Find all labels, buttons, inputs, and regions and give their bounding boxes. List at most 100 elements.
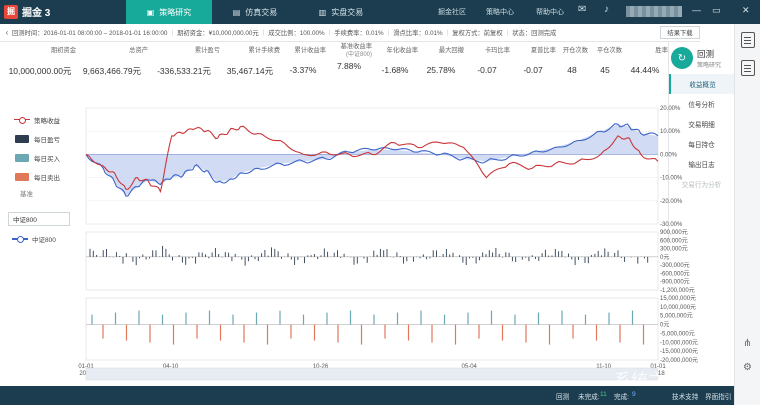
app-name: 掘金 3 (22, 8, 51, 19)
y-tick-label: -15,000,000元 (660, 348, 698, 355)
result-panel-header: ↻ 回测 策略研究 (669, 42, 734, 74)
right-sidebar: ⋔ ⚙ (734, 24, 760, 405)
adjust-mode: 复权方式：前复权 (452, 30, 503, 37)
export-results-button[interactable]: 结果下载 (660, 26, 700, 39)
color-swatch (15, 153, 29, 162)
legend-daily-pnl[interactable]: 每日盈亏 (8, 129, 84, 148)
metric-open-count: 开仓次数 48 (562, 47, 588, 75)
x-tick-label: 10-26 (313, 364, 329, 370)
minimize-icon[interactable]: — (692, 5, 701, 15)
metric-annual-return: 年化收益率 -1.68% (381, 47, 418, 75)
metric-cumulative-fee: 累计手续费 35,467.14元 (226, 47, 280, 76)
logo-icon: 掘 (4, 4, 18, 19)
tab-live-trading[interactable]: ▥ 实盘交易 (318, 7, 364, 17)
menu-community[interactable]: 掘金社区 (438, 9, 466, 16)
line-marker-icon (12, 235, 28, 243)
back-icon[interactable]: ‹ (5, 28, 9, 37)
benchmark-label: 基准 (20, 191, 33, 198)
fill-ratio: 成交比例：100.00% (268, 30, 325, 37)
y-tick-label: -5,000,000元 (660, 330, 695, 337)
share-icon[interactable]: ⋔ (743, 338, 752, 349)
y-tick-label: -10,000,000元 (660, 339, 698, 346)
username[interactable] (626, 6, 682, 17)
x-tick-year: 2018 (651, 371, 665, 377)
metric-cumulative-pnl: 累计盈亏 -336,533.21元 (157, 47, 220, 76)
benchmark-select[interactable]: 中证800 (8, 212, 70, 226)
x-tick-year: 2016 (79, 371, 93, 377)
close-icon[interactable]: ✕ (742, 5, 750, 15)
menu-help-center[interactable]: 帮助中心 (536, 9, 564, 16)
status-unfinished-label: 未完成: (578, 394, 600, 401)
commission-rate: 手续费率：0.01% (334, 30, 384, 37)
x-tick-label: 05-04 (462, 364, 478, 370)
y-tick-label: 15,000,000元 (660, 295, 696, 302)
color-swatch (15, 134, 29, 143)
y-tick-label: -900,000元 (660, 279, 690, 286)
y-tick-label: -1,200,000元 (660, 287, 695, 294)
refresh-icon: ↻ (671, 47, 693, 69)
x-tick-label: 01-01 (78, 364, 94, 370)
y-tick-label: -600,000元 (660, 270, 690, 277)
top-bar: 掘 掘金 3 ▣ 策略研究 ▤ 仿真交易 ▥ 实盘交易 掘金社区 策略中心 帮助中心 … (0, 0, 760, 24)
plot-frame (85, 297, 659, 361)
status-finished-count: 9 (632, 391, 636, 398)
legend-daily-sell[interactable]: 每日卖出 (8, 167, 84, 186)
metric-cumulative-return: 累计收益率 -3.37% (289, 47, 326, 75)
result-nav-panel: ↻ 回测 策略研究 收益概览 信号分析 交易明细 每日持仓 输出日志 交易行为分析 (668, 42, 734, 242)
daily-trade-chart: 15,000,000元 10,000,000元 5,000,000元 0元-5,000… (85, 295, 698, 364)
line-chart-icon: ▤ (232, 7, 241, 17)
ui-guide-link[interactable]: 界面指引 (705, 394, 732, 401)
tab-sim-trading[interactable]: ▤ 仿真交易 (232, 7, 278, 17)
nav-return-overview[interactable]: 收益概览 (669, 74, 734, 94)
settings-icon[interactable]: ⚙ (743, 362, 752, 373)
document-icon[interactable] (741, 60, 755, 76)
edit-doc-icon[interactable] (741, 32, 755, 48)
app-logo: 掘 掘金 3 (4, 4, 50, 19)
metric-calmar-ratio: 卡玛比率 -0.07 (477, 47, 510, 75)
y-tick-label: 0元 (660, 322, 669, 329)
bar-chart-icon: ▥ (318, 7, 327, 17)
legend-benchmark[interactable]: 中证800 (12, 234, 56, 244)
bell-icon[interactable]: ♪ (604, 4, 609, 15)
x-tick-year: 2016 (164, 371, 178, 377)
nav-output-log[interactable]: 输出日志 (688, 162, 715, 169)
menu-strategy-center[interactable]: 策略中心 (486, 9, 514, 16)
daily-pnl-chart: 900,000元600,000元300,000元0元-300,000元-600,… (85, 229, 695, 294)
status-finished-label: 完成: (614, 394, 630, 401)
x-tick-year: 2017 (597, 371, 611, 377)
mail-icon[interactable]: ✉ (578, 4, 587, 15)
metric-sharpe-ratio: 夏普比率 -0.07 (523, 47, 556, 75)
metric-initial-capital: 期初资金 10,000,000.00元 (8, 47, 76, 76)
benchmark-area (86, 124, 658, 197)
metrics-row: 期初资金 10,000,000.00元 总资产 9,663,466.79元 累计盈亏… (0, 43, 668, 88)
range-slider[interactable] (85, 367, 659, 381)
nav-signal-analysis[interactable]: 信号分析 (688, 102, 715, 109)
nav-trade-details[interactable]: 交易明细 (688, 122, 715, 129)
y-tick-label: 0元 (660, 254, 669, 261)
return-chart: 20.00%10.00%0.00%-10.00%-20.00%-30.00% (85, 106, 683, 228)
backtest-info-bar: ‹ 回测时间：2016-01-01 08:00:00 – 2018-01-01 … (0, 24, 700, 42)
backtest-status: 状态：回测完成 (512, 30, 557, 37)
backtest-period: 回测时间：2016-01-01 08:00:00 – 2018-01-01 16… (12, 30, 168, 37)
y-tick-label: 10,000,000元 (660, 304, 696, 311)
slippage-rate: 滑点比率：0.01% (393, 30, 443, 37)
status-mode: 回测 (556, 394, 570, 401)
x-tick-label: 11-10 (596, 364, 612, 370)
benchmark-line (85, 123, 659, 197)
x-tick-label: 04-10 (163, 364, 179, 370)
tech-support-link[interactable]: 技术支持 (672, 394, 699, 401)
y-tick-label: 300,000元 (660, 246, 688, 253)
color-swatch (15, 172, 29, 181)
nav-daily-positions[interactable]: 每日持仓 (688, 142, 715, 149)
x-tick-label: 01-01 (650, 364, 666, 370)
plot-frame (85, 231, 659, 291)
legend-daily-buy[interactable]: 每日买入 (8, 148, 84, 167)
maximize-icon[interactable]: ▭ (712, 5, 721, 15)
legend-strategy-return[interactable]: 策略收益 (8, 110, 84, 129)
y-tick-label: -300,000元 (660, 262, 690, 269)
status-bar: 回测 未完成: 11 完成: 9 技术支持 界面指引 (0, 386, 734, 405)
y-tick-label: -20,000,000元 (660, 357, 698, 364)
chart-legend: 策略收益 每日盈亏 每日买入 每日卖出 基准 (8, 110, 84, 198)
metric-total-assets: 总资产 9,663,466.79元 (82, 47, 148, 76)
tab-strategy-research[interactable]: ▣ 策略研究 (126, 0, 212, 24)
